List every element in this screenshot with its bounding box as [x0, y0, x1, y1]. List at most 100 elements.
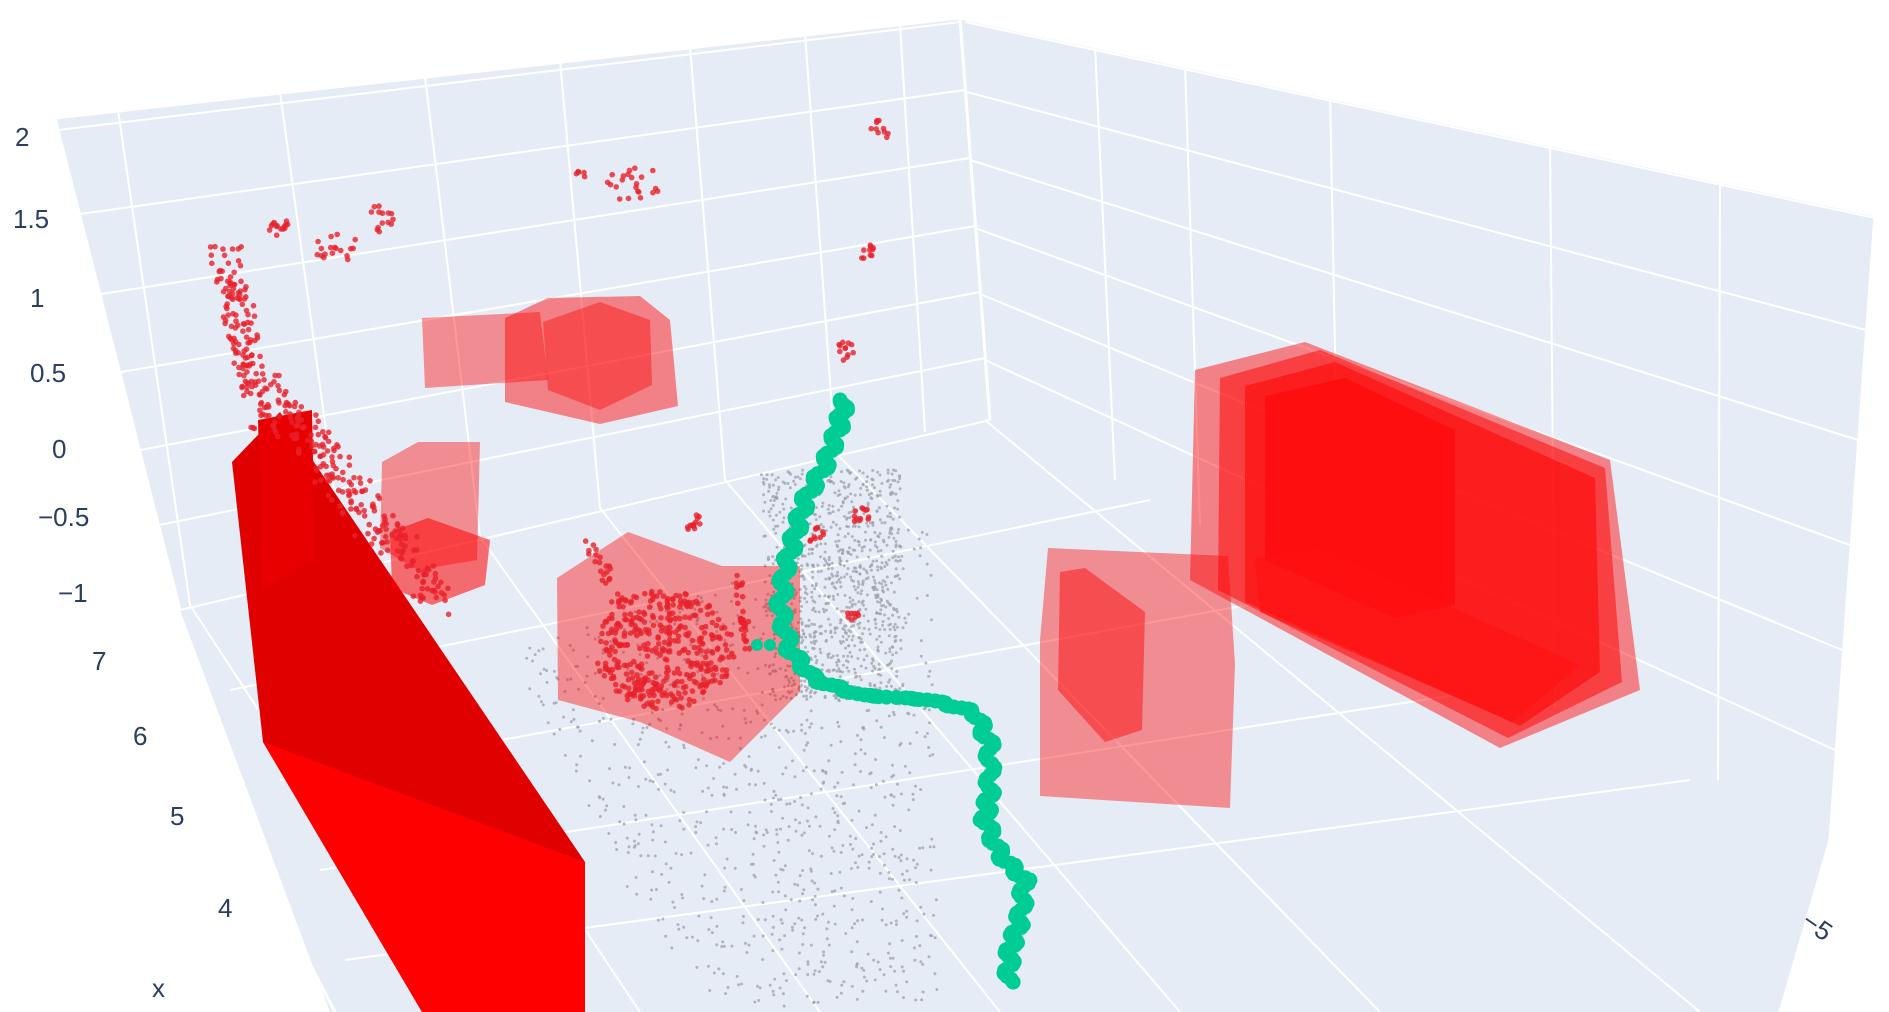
obstacle-point: [348, 506, 354, 512]
scene-point: [924, 661, 928, 665]
scene-point: [903, 764, 907, 768]
scene-point: [876, 568, 880, 572]
scene-point: [896, 480, 900, 484]
scene-point: [826, 920, 830, 924]
scene-point: [813, 642, 816, 646]
obstacle-point: [661, 647, 668, 653]
obstacle-point: [623, 598, 629, 604]
scene-point: [539, 672, 542, 676]
obstacle-point: [420, 595, 427, 601]
scene-point: [832, 585, 836, 589]
trajectory-point: [1005, 974, 1021, 990]
scene-point: [763, 918, 767, 922]
scene-point: [598, 815, 602, 818]
obstacle-point: [868, 125, 874, 132]
scene-point: [783, 894, 787, 898]
scene-point: [885, 663, 889, 667]
scene-point: [738, 747, 742, 750]
obstacle-point: [861, 247, 867, 253]
scene-point: [845, 666, 849, 670]
scene-point: [800, 918, 804, 922]
obstacle-point: [273, 232, 280, 238]
obstacle-point: [673, 697, 680, 703]
scene-point: [809, 869, 813, 873]
scene-point: [813, 903, 817, 907]
scene-point: [889, 622, 892, 626]
obstacle-point: [682, 690, 688, 696]
scene-point: [838, 561, 842, 565]
scene-point: [868, 548, 872, 552]
scene-point: [919, 788, 923, 791]
scene-point: [814, 690, 818, 694]
obstacle-point: [241, 372, 247, 379]
obstacle-point: [664, 602, 671, 608]
scene-point: [809, 867, 813, 871]
scene-point: [777, 485, 781, 489]
scene-point: [845, 638, 849, 642]
scene-point: [901, 626, 905, 630]
scene-point: [864, 569, 868, 573]
scene-point: [723, 885, 727, 889]
scene-point: [834, 540, 838, 543]
scene-point: [860, 601, 864, 605]
scene-point: [923, 735, 927, 739]
scene-point: [843, 515, 847, 518]
scene-point: [847, 669, 851, 673]
scene-point: [870, 563, 874, 567]
obstacle-point: [232, 338, 239, 345]
scene-point: [827, 504, 831, 507]
scene-point: [678, 819, 682, 823]
scene-point: [836, 570, 840, 574]
obstacle-point: [379, 210, 386, 216]
obstacle-point: [603, 563, 609, 569]
scene-point: [866, 576, 870, 580]
scene-point: [769, 499, 773, 502]
scene-point: [804, 765, 808, 769]
scene-point: [778, 510, 782, 514]
scene-point: [696, 939, 700, 943]
scene-point: [819, 960, 823, 964]
scene-point: [827, 577, 831, 581]
obstacle-point: [680, 647, 686, 654]
scene-point: [762, 493, 765, 497]
scene-point: [827, 594, 831, 598]
obstacle-point: [414, 534, 420, 540]
scene-point: [775, 513, 778, 517]
obstacle-point: [243, 307, 250, 314]
scene-point: [729, 600, 733, 603]
scene-point: [851, 548, 855, 552]
scene-point: [731, 622, 735, 626]
scene-point: [790, 690, 794, 694]
scene-point: [730, 828, 734, 831]
scene-point: [724, 992, 728, 996]
scene-point: [894, 567, 898, 571]
scene-point: [787, 471, 791, 475]
scene-point: [770, 473, 774, 477]
scene-point: [827, 558, 831, 562]
scene-point: [830, 566, 834, 570]
scene-point: [601, 716, 605, 720]
scene-point: [888, 650, 892, 654]
scene-point: [747, 782, 751, 786]
scene-point: [875, 611, 879, 615]
obstacle-point: [240, 361, 247, 368]
x-tick-label: 4: [218, 893, 232, 923]
scene-point: [853, 493, 857, 497]
scene-point: [791, 928, 795, 932]
scene-point: [890, 667, 894, 671]
obstacle-point: [266, 412, 272, 419]
scene-point: [777, 890, 781, 894]
scene-point: [767, 557, 770, 561]
scene-point: [899, 647, 903, 651]
obstacle-point: [713, 666, 719, 673]
obstacle-point: [218, 275, 224, 282]
scene-point: [839, 618, 843, 622]
scene-point: [841, 500, 845, 504]
obstacle-point: [356, 509, 362, 516]
scene-point: [804, 635, 808, 639]
scene-point: [863, 975, 866, 979]
scene-point: [905, 980, 909, 984]
